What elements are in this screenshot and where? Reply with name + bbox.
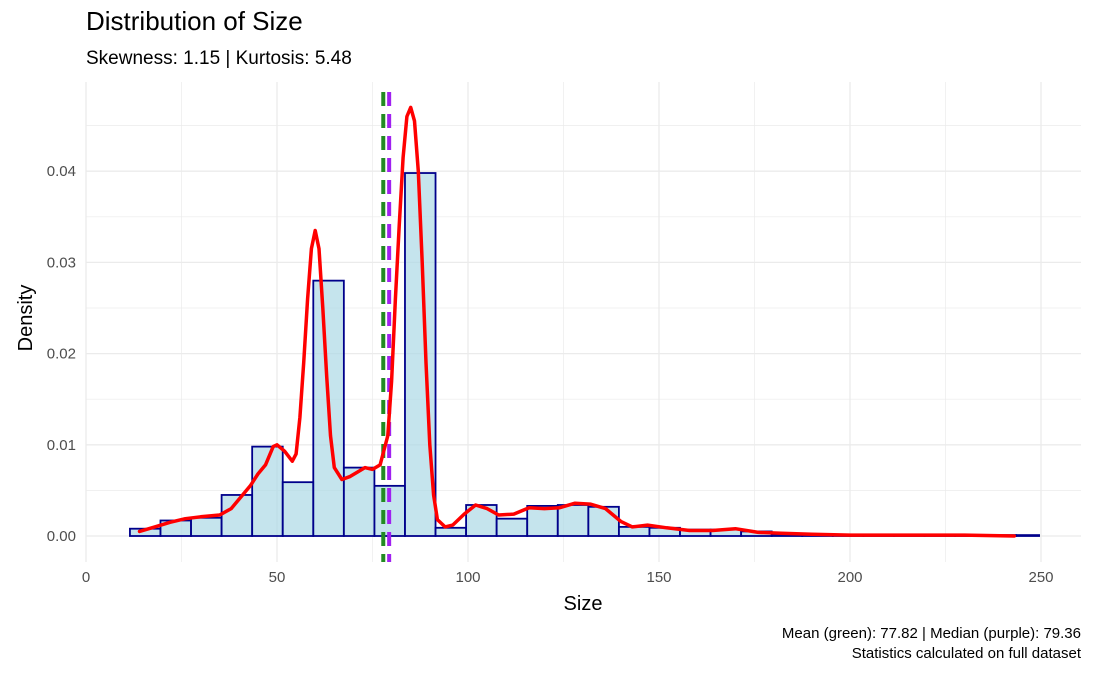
x-tick-label: 100 — [455, 569, 480, 586]
density-curve-line — [137, 105, 1017, 538]
x-tick-label: 0 — [82, 569, 90, 586]
x-tick-label: 50 — [269, 569, 286, 586]
y-axis-title: Density — [15, 285, 37, 352]
x-tick-label: 200 — [837, 569, 862, 586]
histogram-bar — [251, 445, 284, 537]
histogram-bar — [281, 481, 315, 537]
y-tick-label: 0.03 — [47, 254, 76, 271]
chart-subtitle: Skewness: 1.15 | Kurtosis: 5.48 — [86, 48, 352, 69]
caption-statistics: Mean (green): 77.82 | Median (purple): 7… — [781, 625, 1081, 642]
y-tick-label: 0.01 — [47, 437, 76, 454]
y-tick-label: 0.00 — [47, 528, 76, 545]
histogram-bar — [587, 505, 620, 537]
grid-lines — [85, 82, 1081, 562]
histogram-bar — [556, 504, 590, 537]
histogram-bar — [1015, 534, 1040, 537]
y-tick-label: 0.04 — [47, 163, 76, 180]
x-tick-label: 150 — [646, 569, 671, 586]
x-tick-label: 250 — [1028, 569, 1053, 586]
x-axis-title: Size — [564, 593, 603, 615]
histogram-bar — [434, 526, 467, 537]
y-tick-label: 0.02 — [47, 346, 76, 363]
caption-note: Statistics calculated on full dataset — [851, 645, 1081, 662]
histogram-bar — [190, 516, 223, 537]
histogram-bar — [526, 505, 559, 537]
chart-title: Distribution of Size — [86, 6, 303, 36]
histogram-bar — [495, 517, 529, 537]
histogram-bars — [129, 172, 1040, 537]
axis-ticks: 0 50 100 150 200 250 0.00 0.01 0.02 0.03 0.04 — [47, 163, 1054, 586]
reference-lines — [381, 92, 392, 562]
density-curve — [137, 105, 1017, 538]
